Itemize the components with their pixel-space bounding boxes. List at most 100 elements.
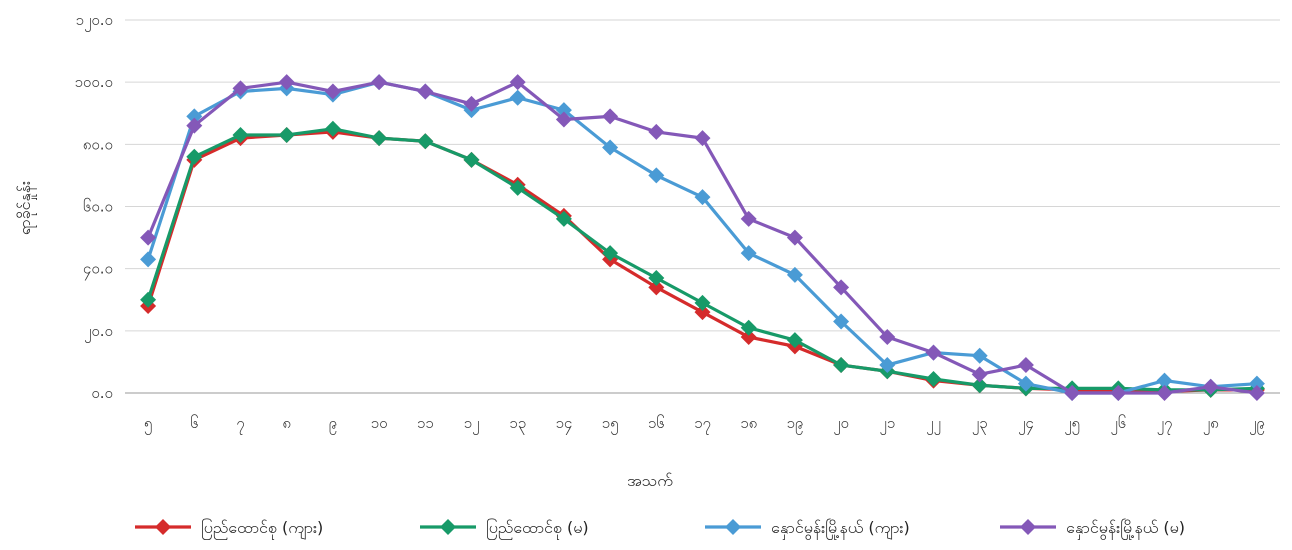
data-point — [555, 210, 572, 227]
legend-item: နှောင်မွန်းမြို့နယ် (မ) — [1000, 518, 1185, 540]
y-tick-label: ၁၂၀.၀ — [76, 11, 113, 32]
data-point — [833, 357, 850, 374]
data-point — [971, 377, 988, 394]
data-point — [463, 151, 480, 168]
data-point — [509, 89, 526, 106]
legend-marker — [1020, 519, 1036, 535]
data-point — [1248, 385, 1265, 401]
data-point — [186, 148, 203, 165]
series-3 — [140, 74, 1265, 401]
data-point — [925, 344, 942, 361]
data-point — [555, 111, 572, 128]
x-tick-label: ၂၉ — [1249, 414, 1265, 435]
x-tick-label: ၈ — [282, 414, 291, 432]
data-point — [1064, 385, 1081, 401]
data-point — [1156, 385, 1173, 401]
data-point — [1110, 385, 1127, 401]
series-line — [146, 80, 1258, 395]
data-point — [186, 117, 203, 134]
data-point — [417, 83, 434, 100]
legend-label: ပြည်ထောင်စု (ကျား) — [201, 518, 323, 540]
data-point — [555, 102, 572, 119]
x-tick-label: ၂၁ — [879, 414, 895, 435]
x-tick-label: ၂၇ — [1157, 414, 1173, 435]
data-point — [740, 329, 757, 346]
data-point — [278, 127, 295, 144]
data-point — [186, 108, 203, 125]
x-axis-title: အသက် — [627, 471, 673, 490]
legend-label: ပြည်ထောင်စု (မ) — [486, 518, 589, 540]
series-1 — [140, 123, 1265, 400]
data-point — [740, 245, 757, 262]
data-point — [740, 210, 757, 227]
x-tick-label: ၂၈ — [1203, 414, 1219, 435]
x-tick-label: ၁၄ — [555, 414, 572, 435]
x-tick-label: ၁၆ — [648, 414, 665, 432]
x-tick-label: ၁၁ — [417, 414, 434, 432]
data-point — [786, 229, 803, 246]
legend-item: ပြည်ထောင်စု (ကျား) — [135, 518, 323, 540]
data-point — [833, 313, 850, 330]
series-line — [146, 80, 1258, 395]
data-point — [694, 304, 711, 321]
legend-marker — [725, 519, 741, 535]
y-tick-label: ၄၀.၀ — [83, 260, 113, 281]
y-axis-ticks: ၀.၀ ၂၀.၀ ၄၀.၀ ၆၀.၀ ၈၀.၀ ၁၀၀.၀ ၁၂၀.၀ — [74, 11, 113, 402]
data-point — [740, 319, 757, 336]
x-tick-label: ၁၃ — [509, 414, 526, 435]
series-4 — [140, 74, 1265, 401]
data-point — [1156, 372, 1173, 389]
x-tick-label: ၁၀ — [371, 414, 388, 432]
legend-label: နှောင်မွန်းမြို့နယ် (မ) — [1066, 518, 1185, 540]
x-tick-label: ၂၆ — [1110, 414, 1126, 435]
legend-marker — [155, 519, 171, 535]
x-tick-label: ၁၉ — [786, 414, 803, 435]
data-point — [509, 179, 526, 196]
data-point — [602, 139, 619, 156]
data-point — [1248, 375, 1265, 392]
data-point — [1202, 378, 1219, 395]
data-point — [971, 366, 988, 383]
y-tick-label: ၂၀.၀ — [84, 322, 113, 343]
series-line — [146, 127, 1257, 392]
data-point — [925, 371, 942, 388]
data-point — [371, 130, 388, 147]
data-point — [694, 130, 711, 147]
data-point — [417, 133, 434, 150]
data-point — [140, 291, 157, 308]
legend-label: နှောင်မွန်းမြို့နယ် (ကျား) — [771, 518, 910, 540]
x-tick-label: ၂၃ — [972, 414, 988, 435]
y-tick-label: ၈၀.၀ — [83, 135, 113, 153]
data-point — [694, 294, 711, 311]
x-tick-label: ၂၂ — [926, 414, 941, 435]
y-tick-label: ၀.၀ — [91, 384, 113, 402]
data-point — [324, 120, 341, 137]
x-tick-label: ၅ — [144, 414, 152, 435]
data-point — [879, 357, 896, 374]
data-point — [140, 229, 157, 246]
grid-lines — [125, 19, 1280, 394]
data-point — [463, 95, 480, 112]
data-point — [786, 266, 803, 283]
x-tick-label: ၁၅ — [602, 414, 619, 435]
data-point — [324, 83, 341, 100]
x-tick-label: ၁၇ — [694, 414, 711, 435]
legend-item: နှောင်မွန်းမြို့နယ် (ကျား) — [705, 518, 910, 540]
data-point — [140, 251, 157, 268]
legend-marker — [440, 519, 456, 535]
x-tick-label: ၆ — [190, 414, 198, 432]
data-point — [1017, 375, 1034, 392]
data-point — [694, 189, 711, 206]
x-tick-label: ၉ — [329, 414, 337, 435]
data-point — [232, 80, 249, 97]
data-point — [1017, 357, 1034, 374]
data-point — [602, 108, 619, 125]
data-point — [278, 74, 295, 91]
data-point — [648, 123, 665, 140]
data-point — [648, 167, 665, 184]
series-line — [146, 130, 1257, 394]
x-tick-label: ၂၀ — [833, 414, 849, 435]
data-point — [833, 279, 850, 296]
data-point — [509, 74, 526, 91]
data-point — [879, 329, 896, 346]
